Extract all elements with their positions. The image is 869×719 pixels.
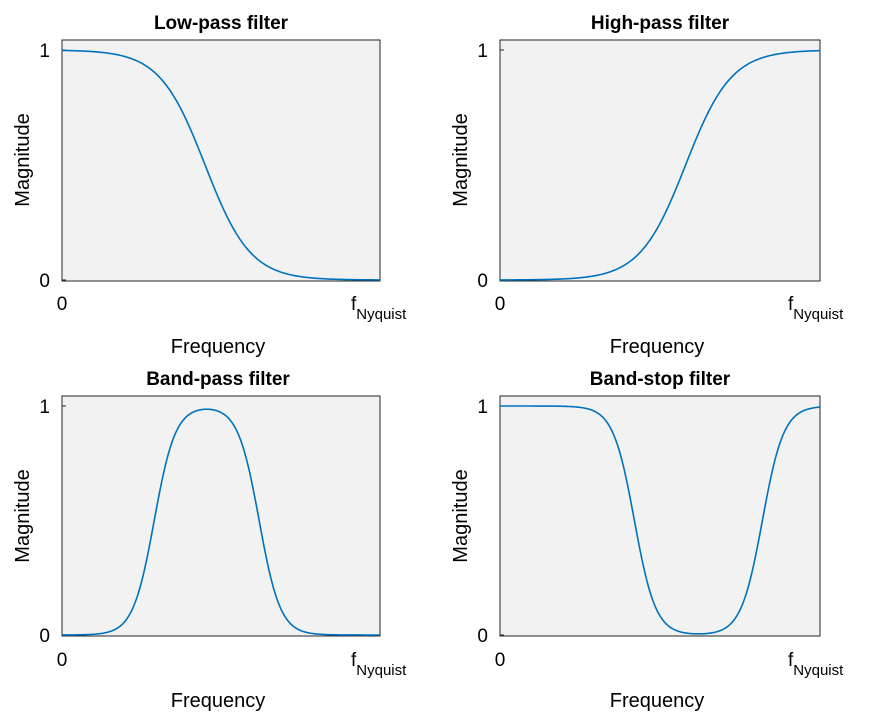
ytick-label-1: 1 (39, 41, 50, 62)
panel-bandpass: Band-pass filter 1 0 0 fNyquist Frequenc… (12, 369, 407, 712)
xtick-sub: Nyquist (356, 662, 407, 679)
xtick-sub: Nyquist (793, 662, 844, 679)
panel-highpass: High-pass filter 1 0 0 fNyquist Frequenc… (450, 13, 844, 358)
plot-area (61, 39, 381, 282)
x-axis-label: Frequency (171, 336, 266, 358)
ytick-label-1: 1 (39, 397, 50, 418)
magnitude-curve (500, 49, 821, 281)
chart-title: Band-stop filter (590, 369, 731, 390)
xtick-label-start: 0 (57, 294, 68, 315)
ytick-label-0: 0 (477, 626, 488, 647)
magnitude-curve (62, 408, 380, 636)
plot-area (499, 39, 821, 282)
plot-area (499, 395, 821, 637)
xtick-main: f (351, 294, 357, 315)
x-axis-label: Frequency (171, 690, 266, 712)
xtick-label-end: fNyquist (788, 294, 844, 323)
ytick-label-0: 0 (39, 271, 50, 292)
xtick-label-end: fNyquist (351, 650, 407, 679)
ytick-label-1: 1 (477, 41, 488, 62)
xtick-label-start: 0 (495, 650, 506, 671)
xtick-label-end: fNyquist (788, 650, 844, 679)
ytick-label-1: 1 (477, 397, 488, 418)
y-axis-label: Magnitude (12, 113, 34, 206)
xtick-main: f (788, 650, 794, 671)
chart-title: Low-pass filter (154, 13, 289, 34)
xtick-label-start: 0 (495, 294, 506, 315)
xtick-sub: Nyquist (356, 306, 407, 323)
chart-title: High-pass filter (591, 13, 730, 34)
xtick-sub: Nyquist (793, 306, 844, 323)
plot-area (61, 395, 381, 637)
panel-lowpass: Low-pass filter 1 0 0 fNyquist Frequency… (12, 13, 407, 358)
magnitude-curve (500, 405, 821, 635)
y-axis-label: Magnitude (450, 469, 472, 562)
x-axis-label: Frequency (610, 336, 705, 358)
chart-title: Band-pass filter (146, 369, 290, 390)
magnitude-curve (61, 49, 381, 281)
y-axis-label: Magnitude (450, 113, 472, 206)
ytick-label-0: 0 (39, 626, 50, 647)
xtick-label-start: 0 (57, 650, 68, 671)
xtick-main: f (351, 650, 357, 671)
x-axis-label: Frequency (610, 690, 705, 712)
xtick-main: f (788, 294, 794, 315)
ytick-label-0: 0 (477, 271, 488, 292)
xtick-label-end: fNyquist (351, 294, 407, 323)
panel-bandstop: Band-stop filter 1 0 0 fNyquist Frequenc… (450, 369, 844, 712)
y-axis-label: Magnitude (12, 469, 34, 562)
